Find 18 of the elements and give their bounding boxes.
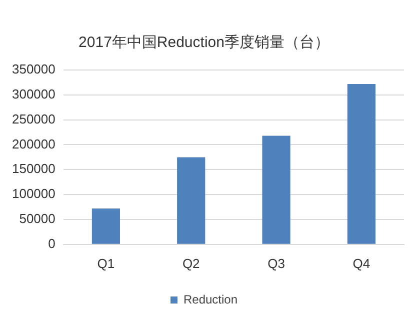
y-tick-label: 300000: [12, 86, 56, 102]
chart-title: 2017年中国Reduction季度销量（台）: [78, 34, 330, 52]
x-tick-label: Q4: [352, 256, 370, 271]
x-tick-label: Q1: [97, 256, 115, 271]
y-tick-label: 200000: [12, 136, 56, 152]
bar: [92, 208, 120, 244]
y-tick-label: 50000: [19, 211, 56, 226]
bar: [347, 84, 376, 244]
y-tick-label: 150000: [12, 161, 56, 176]
y-tick-label: 0: [48, 236, 56, 251]
x-tick-label: Q3: [268, 256, 285, 271]
y-tick-label: 250000: [12, 111, 56, 126]
x-tick-label: Q2: [182, 256, 200, 271]
legend-label: Reduction: [183, 292, 238, 306]
y-tick-label: 350000: [12, 62, 56, 77]
bar: [262, 136, 290, 244]
bar: [177, 157, 206, 244]
y-tick-label: 100000: [12, 186, 56, 202]
